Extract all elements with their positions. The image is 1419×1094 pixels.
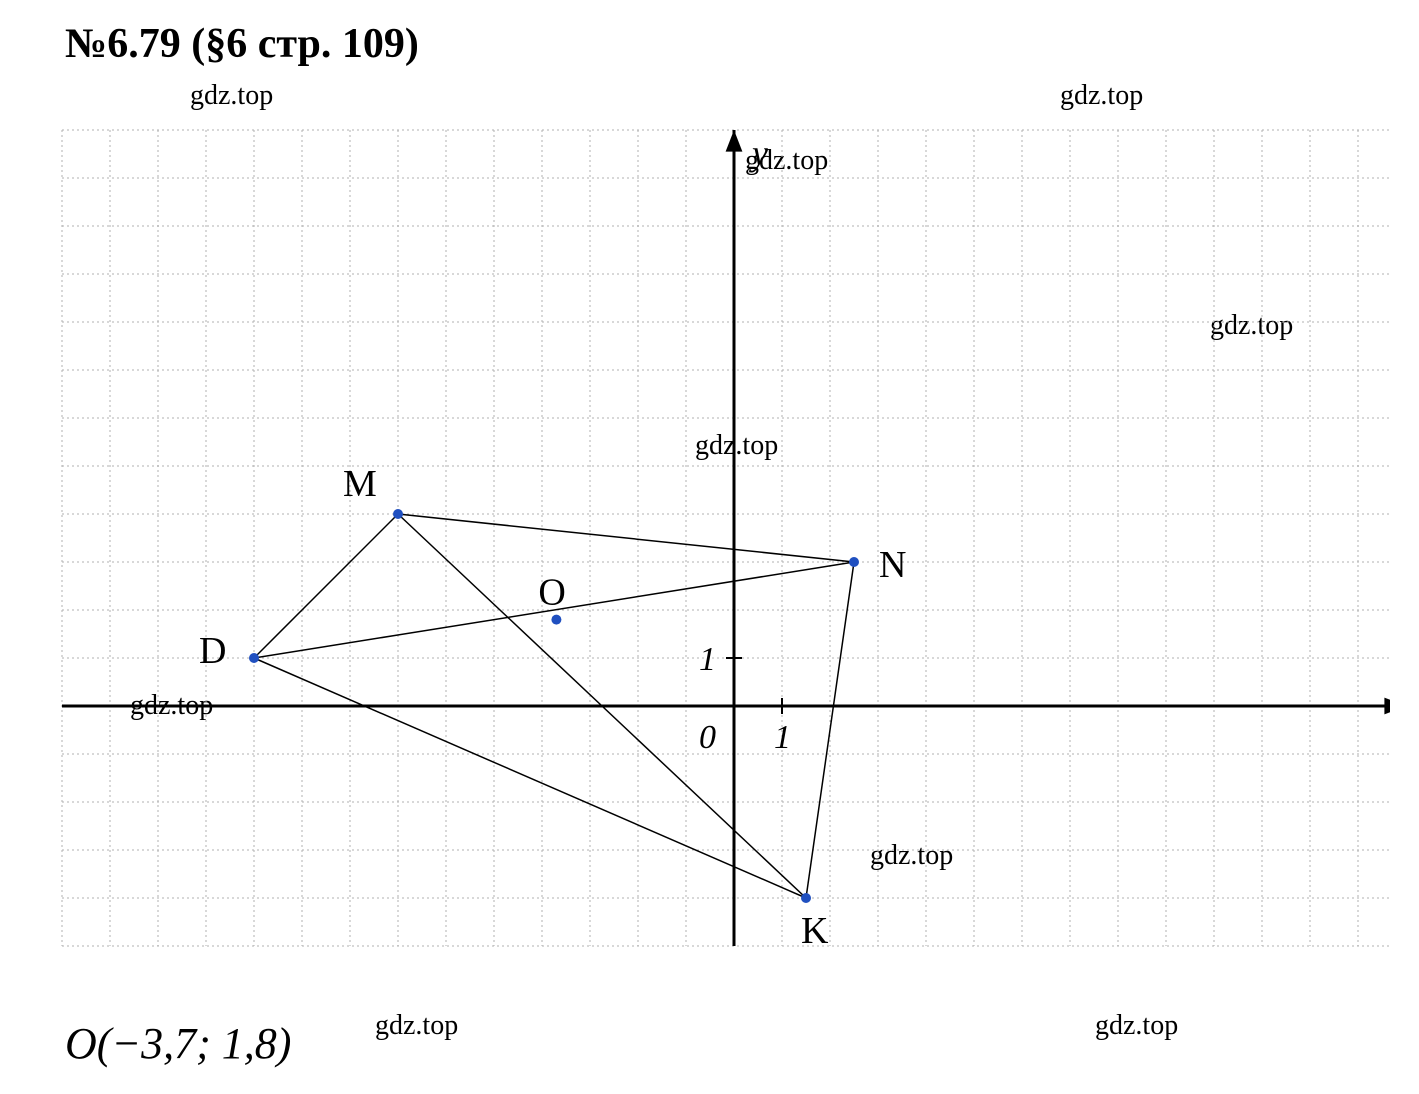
x-tick-1: 1 — [774, 719, 791, 756]
watermark: gdz.top — [1060, 80, 1143, 112]
origin-label: 0 — [699, 719, 716, 756]
point-O — [551, 615, 561, 625]
coordinate-diagram: xy011MNKDO — [50, 120, 1390, 950]
chart-svg: xy011MNKDO — [50, 120, 1390, 950]
point-label-D: D — [199, 630, 226, 672]
watermark: gdz.top — [1095, 1010, 1178, 1042]
point-label-M: M — [343, 463, 377, 505]
point-label-N: N — [879, 544, 906, 586]
watermark: gdz.top — [375, 1010, 458, 1042]
point-label-K: K — [801, 910, 829, 950]
answer-text: O(−3,7; 1,8) — [65, 1018, 291, 1069]
y-tick-1: 1 — [699, 641, 716, 678]
watermark: gdz.top — [190, 80, 273, 112]
point-N — [849, 557, 859, 567]
point-M — [393, 509, 403, 519]
point-K — [801, 893, 811, 903]
point-label-O: O — [538, 572, 565, 614]
point-D — [249, 653, 259, 663]
problem-title: №6.79 (§6 стр. 109) — [65, 20, 419, 68]
y-axis-label: y — [749, 133, 768, 173]
